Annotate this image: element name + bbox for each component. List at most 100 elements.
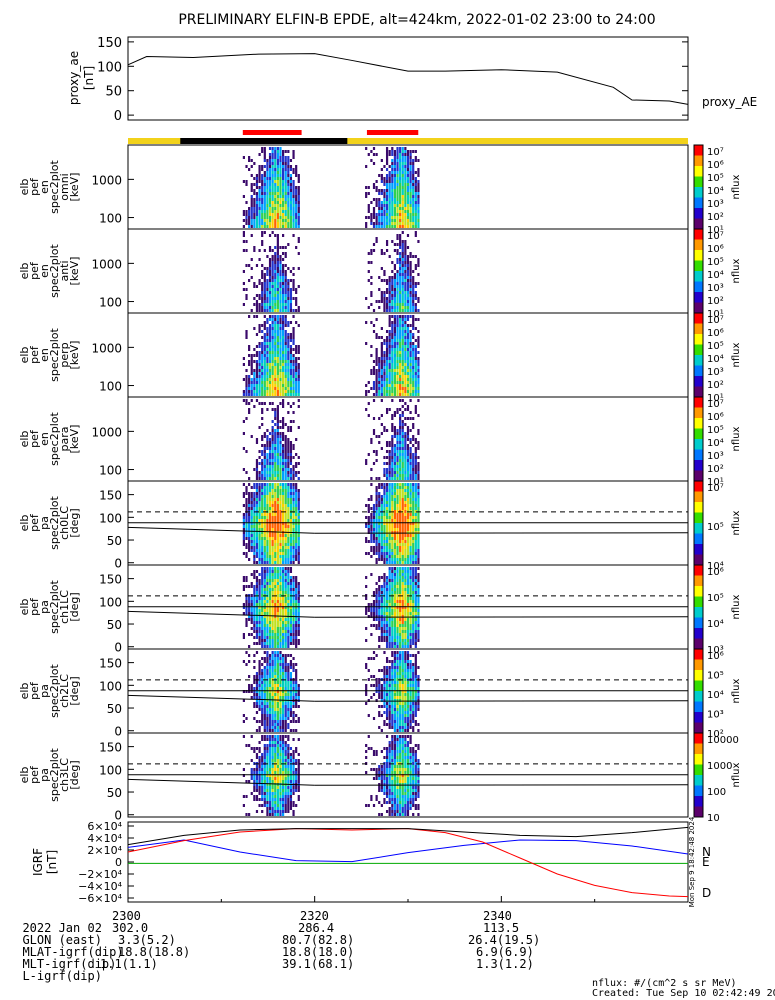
spectrogram-pixel [284, 372, 287, 375]
spectrogram-pixel [412, 558, 415, 561]
spectrogram-pixel [287, 462, 290, 465]
spectrogram-pixel [383, 210, 386, 213]
spectrogram-pixel [391, 294, 394, 297]
spectrogram-pixel [409, 360, 412, 363]
spectrogram-pixel [266, 441, 269, 444]
spectrogram-pixel [406, 435, 410, 438]
spectrogram-pixel [258, 198, 261, 201]
spectrogram-pixel [393, 309, 397, 312]
spectrogram-pixel [255, 369, 259, 372]
spectrogram-pixel [393, 327, 397, 330]
spectrogram-pixel [250, 549, 253, 552]
spectrogram-pixel [268, 297, 272, 300]
spectrogram-pixel [292, 501, 295, 504]
spectrogram-pixel [370, 633, 373, 636]
spectrogram-pixel [248, 219, 251, 222]
spectrogram-pixel [271, 495, 274, 498]
spectrogram-pixel [404, 537, 407, 540]
spectrogram-pixel [258, 207, 261, 210]
spectrogram-pixel [287, 558, 290, 561]
spectrogram-pixel [393, 306, 397, 309]
spectrogram-pixel [401, 453, 404, 456]
spectrogram-pixel [391, 612, 394, 615]
spectrogram-pixel [271, 324, 274, 327]
spectrogram-pixel [396, 369, 399, 372]
spectrogram-pixel [248, 210, 251, 213]
spectrogram-pixel [396, 531, 399, 534]
spectrogram-pixel [274, 183, 277, 186]
spectrogram-pixel [409, 186, 412, 189]
spectrogram-pixel [279, 297, 282, 300]
spectrogram-pixel [261, 189, 264, 192]
spectrogram-pixel [367, 606, 370, 609]
spectrogram-pixel [276, 549, 279, 552]
spectrogram-pixel [266, 225, 269, 228]
spectrogram-pixel [414, 456, 417, 459]
spectrogram-pixel [279, 645, 282, 648]
spectrogram-pixel [261, 177, 264, 180]
spectrogram-pixel [399, 174, 402, 177]
spectrogram-pixel [401, 447, 404, 450]
spectrogram-pixel [399, 336, 402, 339]
spectrogram-pixel [388, 546, 391, 549]
spectrogram-pixel [266, 624, 269, 627]
spectrogram-pixel [297, 594, 300, 597]
spectrogram-ylabel: spec2plot [48, 412, 61, 466]
spectrogram-pixel [383, 165, 386, 168]
spectrogram-pixel [279, 321, 282, 324]
spectrogram-pixel [388, 354, 391, 357]
spectrogram-pixel [412, 513, 415, 516]
spectrogram-pixel [378, 540, 381, 543]
spectrogram-pixel [367, 390, 370, 393]
colorbar-segment [694, 491, 703, 503]
spectrogram-pixel [284, 636, 287, 639]
spectrogram-pixel [406, 375, 410, 378]
spectrogram-pixel [271, 168, 274, 171]
spectrogram-pixel [266, 210, 269, 213]
spectrogram-pixel [383, 456, 386, 459]
spectrogram-pixel [287, 300, 290, 303]
spectrogram-pixel [289, 366, 293, 369]
spectrogram-pixel [365, 459, 368, 462]
spectrogram-pixel [261, 300, 264, 303]
spectrogram-pixel [414, 510, 417, 513]
spectrogram-pixel [282, 336, 285, 339]
spectrogram-pixel [258, 387, 261, 390]
spectrogram-pixel [406, 486, 410, 489]
spectrogram-pixel [385, 147, 389, 150]
spectrogram-pixel [409, 294, 412, 297]
spectrogram-pixel [274, 171, 277, 174]
spectrogram-pixel [255, 630, 259, 633]
spectrogram-pixel [401, 261, 404, 264]
spectrogram-pixel [396, 300, 399, 303]
spectrogram-pixel [412, 582, 415, 585]
spectrogram-pixel [396, 336, 399, 339]
spectrogram-pixel [268, 165, 272, 168]
spectrogram-pixel [274, 519, 277, 522]
colorbar-label: nflux [731, 426, 742, 451]
spectrogram-pixel [268, 246, 272, 249]
spectrogram-pixel [409, 531, 412, 534]
spectrogram-pixel [289, 546, 293, 549]
spectrogram-pixel [396, 174, 399, 177]
spectrogram-pixel [268, 339, 272, 342]
spectrogram-pixel [406, 507, 410, 510]
spectrogram-pixel [295, 549, 298, 552]
spectrogram-pixel [409, 498, 412, 501]
spectrogram-pixel [287, 378, 290, 381]
spectrogram-pixel [287, 546, 290, 549]
spectrogram-pixel [268, 162, 272, 165]
spectrogram-pixel [242, 363, 245, 366]
spectrogram-pixel [266, 471, 269, 474]
spectrogram-pixel [279, 492, 282, 495]
spectrogram-pixel [399, 192, 402, 195]
spectrogram-pixel [414, 450, 417, 453]
spectrogram-pixel [409, 315, 412, 318]
spectrogram-pixel [396, 222, 399, 225]
spectrogram-pixel [266, 393, 269, 396]
spectrogram-pixel [255, 315, 259, 318]
spectrogram-pixel [279, 177, 282, 180]
spectrogram-ytick-label: 100 [99, 380, 122, 394]
spectrogram-pixel [279, 561, 282, 564]
spectrogram-pixel [295, 462, 298, 465]
